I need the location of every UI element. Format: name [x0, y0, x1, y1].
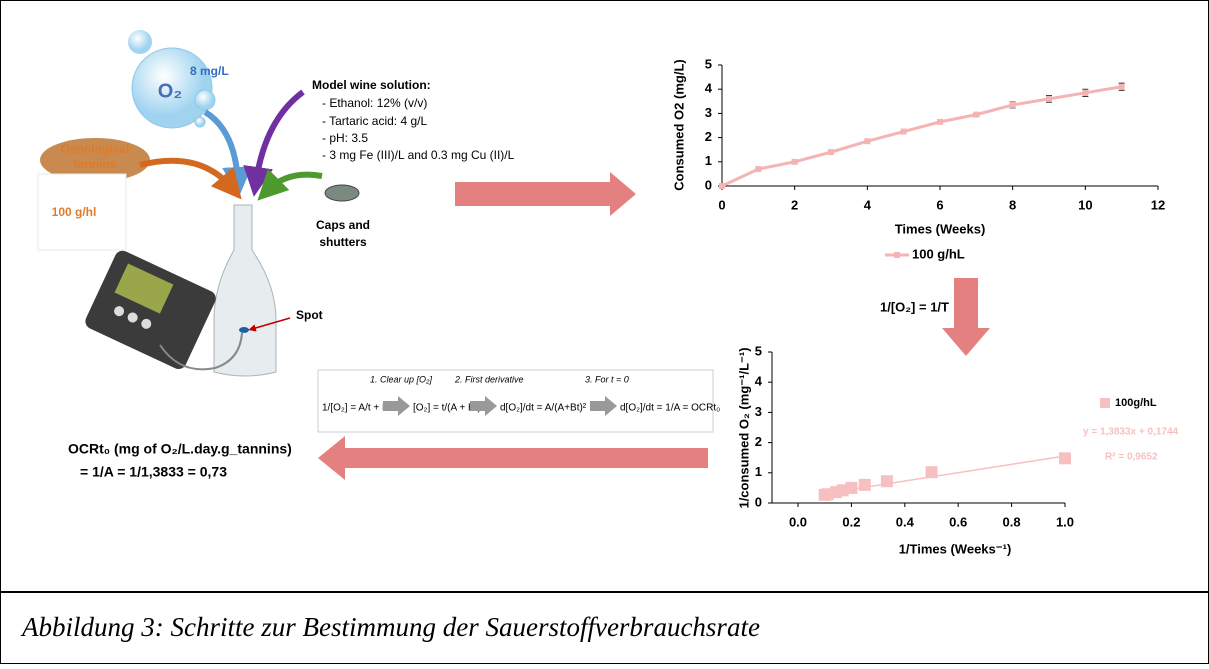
caps: shutters	[319, 235, 367, 249]
y-tick-label: 3	[755, 404, 762, 419]
x-axis-title: Times (Weeks)	[895, 221, 986, 236]
x-tick-label: 0.6	[949, 514, 967, 529]
cap	[325, 185, 359, 201]
y-axis-title: Consumed O2 (mg/L)	[671, 59, 686, 190]
legend-marker	[1100, 398, 1110, 408]
y-tick-label: 4	[755, 374, 763, 389]
point	[755, 166, 761, 172]
x-axis-title: 1/Times (Weeks⁻¹)	[899, 541, 1012, 556]
point	[828, 149, 834, 155]
x-tick-label: 6	[936, 197, 943, 212]
x-tick-label: 0.8	[1003, 514, 1021, 529]
point	[859, 479, 871, 491]
y-tick-label: 0	[705, 177, 712, 192]
y-tick-label: 1	[755, 464, 762, 479]
tannins: tannins	[74, 157, 117, 171]
equation: d[O₂]/dt = 1/A = OCRt₀	[620, 403, 720, 414]
point	[1046, 96, 1052, 102]
x-tick-label: 4	[864, 197, 872, 212]
y-tick-label: 1	[705, 153, 712, 168]
model-wine-title: Model wine solution:	[312, 78, 431, 92]
point	[864, 138, 870, 144]
model-wine-item: - Tartaric acid: 4 g/L	[322, 114, 427, 128]
y-tick-label: 3	[705, 105, 712, 120]
x-tick-label: 0.2	[842, 514, 860, 529]
y-tick-label: 4	[705, 81, 713, 96]
step: 2. First derivative	[454, 374, 524, 384]
y-tick-label: 0	[755, 494, 762, 509]
x-tick-label: 0.0	[789, 514, 807, 529]
y-tick-label: 5	[755, 343, 762, 358]
oxygen: O₂	[158, 80, 182, 102]
trend-equation: y = 1,3833x + 0,1744	[1083, 427, 1179, 438]
y-tick-label: 5	[705, 56, 712, 71]
equation: 1/[O₂] = A/t + B	[322, 403, 389, 414]
point	[1059, 452, 1071, 464]
legend-label: 100 g/hL	[912, 246, 965, 261]
trend-r2: R² = 0,9652	[1105, 452, 1158, 463]
point	[937, 119, 943, 125]
caption: Abbildung 3: Schritte zur Bestimmung der…	[20, 612, 760, 642]
model-wine-item: - pH: 3.5	[322, 131, 368, 145]
y-tick-label: 2	[755, 434, 762, 449]
y-tick-label: 2	[705, 129, 712, 144]
x-tick-label: 2	[791, 197, 798, 212]
step: 3. For t = 0	[585, 374, 629, 384]
point	[792, 159, 798, 165]
figure: Abbildung 3: Schritte zur Bestimmung der…	[0, 0, 1209, 664]
legend-label: 100g/hL	[1115, 397, 1157, 409]
tannins: Oenological	[61, 142, 130, 156]
equation: d[O₂]/dt = A/(A+Bt)²	[500, 403, 587, 414]
x-tick-label: 0	[718, 197, 725, 212]
model-wine-item: - Ethanol: 12% (v/v)	[322, 96, 427, 110]
tannin-dose: 100 g/hl	[52, 205, 97, 219]
bubble	[128, 30, 152, 54]
point	[1119, 84, 1125, 90]
caps: Caps and	[316, 218, 370, 232]
bubble	[195, 90, 215, 110]
inversion: 1/[O₂] = 1/T	[880, 299, 949, 314]
x-tick-label: 1.0	[1056, 514, 1074, 529]
point	[901, 129, 907, 135]
ocr-result: = 1/A = 1/1,3833 = 0,73	[80, 464, 227, 480]
point	[1082, 90, 1088, 96]
model-wine-item: - 3 mg Fe (III)/L and 0.3 mg Cu (II)/L	[322, 148, 515, 162]
bubble	[195, 117, 205, 127]
x-tick-label: 10	[1078, 197, 1092, 212]
point	[719, 183, 725, 189]
oxygen-concentration: 8 mg/L	[190, 64, 229, 78]
legend-marker	[894, 252, 900, 258]
ocr-definition: OCRt₀ (mg of O₂/L.day.g_tannins)	[68, 441, 292, 457]
x-tick-label: 0.4	[896, 514, 915, 529]
x-tick-label: 12	[1151, 197, 1165, 212]
point	[845, 482, 857, 494]
spot	[239, 327, 249, 333]
y-axis-title: 1/consumed O₂ (mg⁻¹/L⁻¹)	[736, 347, 751, 508]
step: 1. Clear up [O₂]	[370, 374, 432, 384]
spot-label: Spot	[296, 308, 323, 322]
x-tick-label: 8	[1009, 197, 1016, 212]
point	[881, 475, 893, 487]
point	[973, 112, 979, 118]
point	[926, 466, 938, 478]
point	[1010, 102, 1016, 108]
